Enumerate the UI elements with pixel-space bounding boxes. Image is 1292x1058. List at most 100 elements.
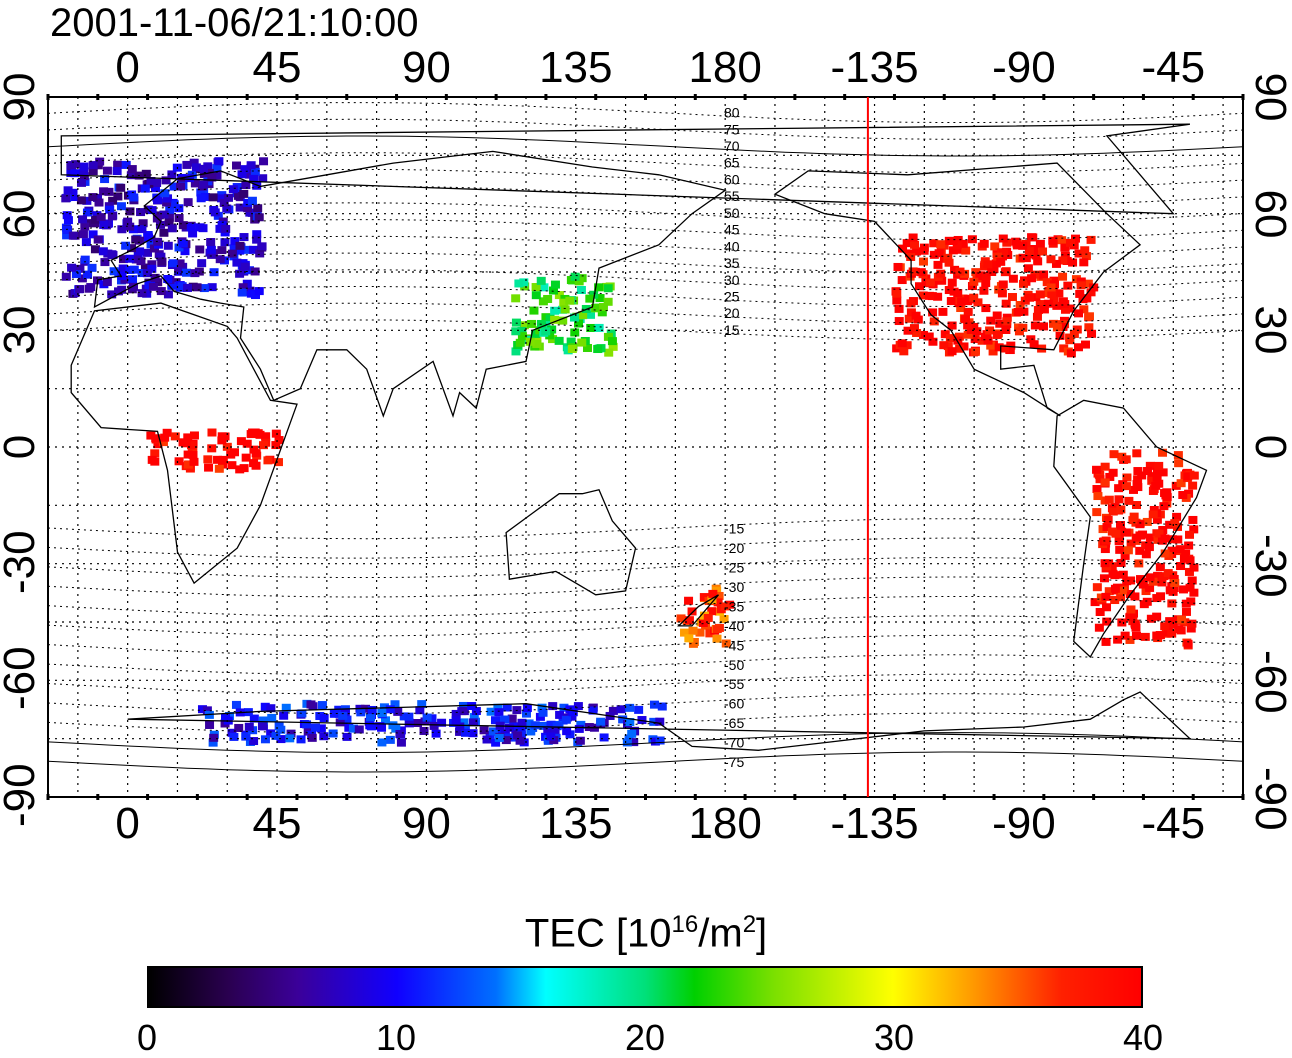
tec-cell [1185, 583, 1195, 592]
tec-cell [1116, 593, 1126, 602]
tec-cell [162, 428, 172, 437]
tec-cell [208, 193, 218, 202]
tec-cell [163, 241, 173, 250]
tec-cell [507, 714, 517, 723]
tec-cell [158, 438, 168, 447]
tec-cell [1100, 478, 1110, 487]
tec-cell [236, 437, 246, 446]
tec-cell [151, 434, 161, 443]
tec-cell [921, 274, 931, 283]
coastlines [60, 123, 1208, 751]
tec-cell [1083, 279, 1093, 288]
mlat-label: 40 [724, 238, 740, 254]
mlat-contour [47, 169, 1244, 190]
tec-cell [1027, 274, 1037, 283]
tec-cell [232, 258, 242, 267]
tec-cell [1093, 492, 1103, 501]
tec-cell [947, 321, 957, 330]
tec-cell [960, 315, 970, 324]
tec-cell [189, 431, 199, 440]
tec-cell [296, 735, 306, 744]
tec-cell [924, 291, 934, 300]
tec-cell [191, 163, 201, 172]
tec-cell [404, 712, 414, 721]
tec-cell [1126, 576, 1136, 585]
tec-cell [164, 218, 174, 227]
tec-cell [354, 725, 364, 734]
longitude-tick-label: 135 [539, 799, 613, 848]
tec-cell [912, 328, 922, 337]
tec-cell [395, 729, 405, 738]
tec-cell [123, 217, 133, 226]
tec-cell [981, 279, 991, 288]
tec-cell [928, 337, 938, 346]
tec-cell [276, 725, 286, 734]
tec-cell [102, 166, 112, 175]
tec-cell [455, 722, 465, 731]
tec-cell [153, 440, 163, 449]
tec-cell [1099, 574, 1109, 583]
tec-cell [1115, 545, 1125, 554]
tec-cell [1110, 596, 1120, 605]
tec-cell [467, 702, 477, 711]
tec-cell [1060, 243, 1070, 252]
tec-cell [915, 282, 925, 291]
tec-cell [107, 290, 117, 299]
tec-cell [129, 193, 139, 202]
tec-cell [1055, 331, 1065, 340]
tec-cell [1162, 493, 1172, 502]
tec-cell [1151, 481, 1161, 490]
mlat-contour [47, 693, 1244, 715]
tec-cell [629, 738, 639, 747]
tec-cell [156, 252, 166, 261]
tec-cell [250, 267, 260, 276]
tec-cell [199, 284, 209, 293]
tec-cell [237, 288, 247, 297]
tec-cell [608, 706, 618, 715]
latitude-tick-label: 30 [1246, 305, 1292, 355]
tec-cell [1063, 281, 1073, 290]
tec-cell [1177, 615, 1187, 624]
tec-cell [199, 164, 209, 173]
tec-cell [1170, 519, 1180, 528]
tec-cell [1121, 482, 1131, 491]
tec-cell [390, 700, 400, 709]
tec-cell [1073, 343, 1083, 352]
tec-cell [178, 176, 188, 185]
tec-cell [207, 250, 217, 259]
tec-cell [131, 235, 141, 244]
tec-cell [1081, 252, 1091, 261]
tec-cell [963, 321, 973, 330]
mlat-contour [47, 615, 1244, 637]
tec-cell [202, 706, 212, 715]
tec-cell [227, 461, 237, 470]
tec-cell [1181, 607, 1191, 616]
tec-cell [936, 269, 946, 278]
tec-cell [213, 455, 223, 464]
mlat-label: -40 [724, 618, 744, 634]
tec-cell [174, 267, 184, 276]
tec-cell [949, 287, 959, 296]
tec-cell [252, 181, 262, 190]
tec-cell [1039, 305, 1049, 314]
tec-cell [62, 231, 72, 240]
tec-cell [1092, 583, 1102, 592]
tec-cell [1100, 545, 1110, 554]
tec-cell [1033, 257, 1043, 266]
tec-cell [558, 316, 568, 325]
tec-cell [239, 233, 249, 242]
tec-cell [160, 433, 170, 442]
tec-cell [174, 204, 184, 213]
tec-cell [207, 283, 217, 292]
tec-cell [241, 732, 251, 741]
tec-cell [1181, 549, 1191, 558]
tec-cell [1101, 637, 1111, 646]
tec-cell [1074, 249, 1084, 258]
tec-cell [413, 719, 423, 728]
tec-cell [1079, 258, 1089, 267]
tec-cell [127, 165, 137, 174]
tec-cell [260, 735, 270, 744]
tec-cell [1187, 619, 1197, 628]
tec-cell [249, 174, 259, 183]
